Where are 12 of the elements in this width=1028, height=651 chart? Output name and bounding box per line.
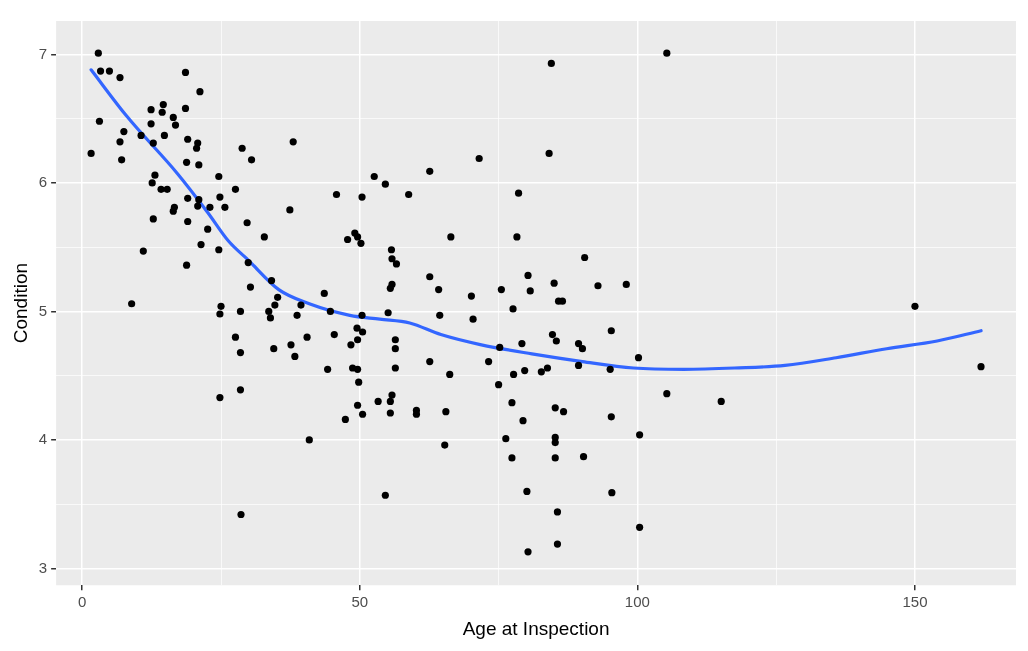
y-tick-label: 6 (38, 173, 48, 191)
x-tick-label: 100 (624, 593, 650, 611)
y-tick-label: 5 (38, 301, 48, 319)
x-tick-label: 150 (902, 593, 928, 611)
x-tick-label: 50 (351, 593, 369, 611)
y-tick-label: 4 (38, 430, 48, 448)
x-axis-title: Age at Inspection (462, 617, 610, 639)
y-tick-label: 3 (38, 558, 48, 576)
x-tick-label: 0 (78, 593, 87, 611)
y-tick-label: 7 (38, 44, 48, 62)
y-axis-title: Condition (9, 262, 31, 344)
line-series (89, 68, 983, 371)
